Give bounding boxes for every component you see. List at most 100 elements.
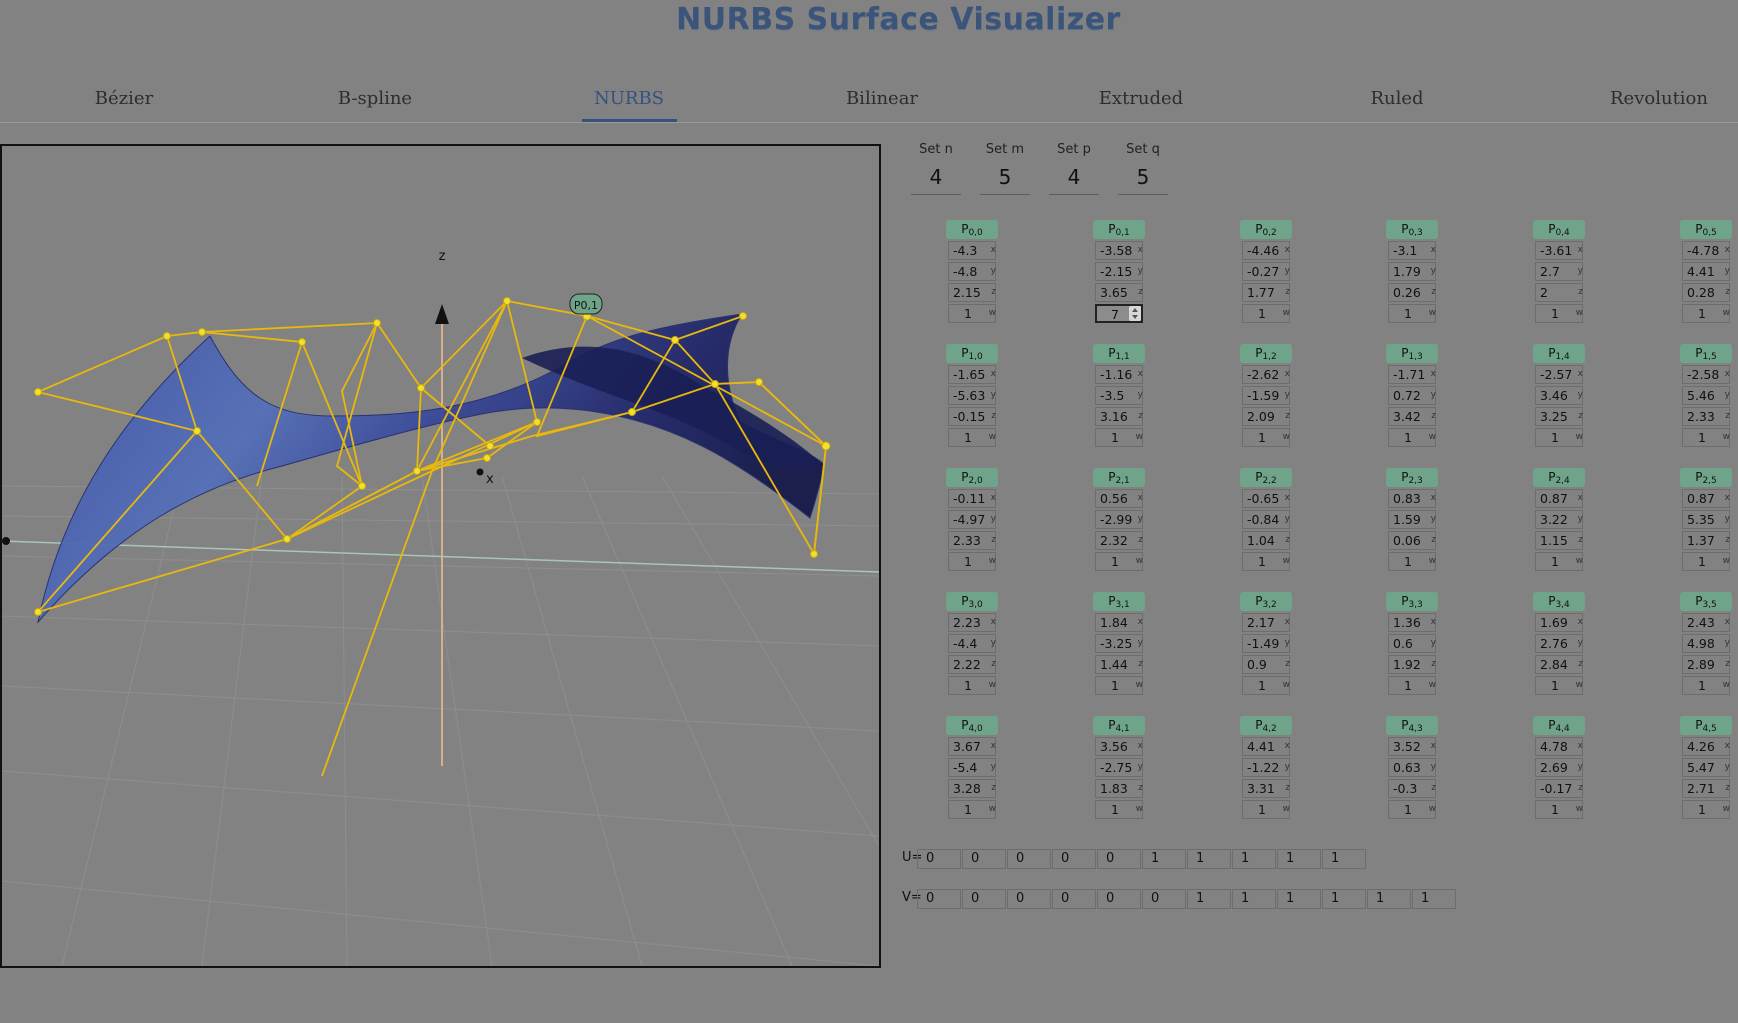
coord-z-input[interactable]: 2 [1535,283,1583,302]
v-knot-input[interactable]: 0 [1052,889,1096,909]
coord-y-input[interactable]: 4.41 [1682,262,1730,281]
coord-x-input[interactable]: 4.41 [1242,737,1290,756]
u-knot-input[interactable]: 0 [962,849,1006,869]
coord-w-input[interactable]: 1 [1682,800,1730,819]
coord-y-input[interactable]: 1.79 [1388,262,1436,281]
set-n-input[interactable]: 4 [911,165,961,195]
coord-z-input[interactable]: 0.9 [1242,655,1290,674]
coord-y-input[interactable]: -5.4 [948,758,996,777]
set-m-input[interactable]: 5 [980,165,1030,195]
coord-z-input[interactable]: 3.25 [1535,407,1583,426]
coord-y-input[interactable]: -5.63 [948,386,996,405]
coord-z-input[interactable]: 2.89 [1682,655,1730,674]
coord-z-input[interactable]: 2.15 [948,283,996,302]
coord-x-input[interactable]: 2.43 [1682,613,1730,632]
coord-z-input[interactable]: 2.09 [1242,407,1290,426]
coord-y-input[interactable]: -0.27 [1242,262,1290,281]
coord-z-input[interactable]: 3.31 [1242,779,1290,798]
coord-y-input[interactable]: 3.46 [1535,386,1583,405]
v-knot-input[interactable]: 0 [917,889,961,909]
coord-w-input[interactable]: 1 [1682,428,1730,447]
coord-w-input[interactable]: 1 [1095,428,1143,447]
coord-x-input[interactable]: -4.78 [1682,241,1730,260]
coord-y-input[interactable]: -2.15 [1095,262,1143,281]
coord-w-input[interactable]: 1 [1535,676,1583,695]
coord-w-input[interactable]: 1 [1242,676,1290,695]
coord-z-input[interactable]: 1.83 [1095,779,1143,798]
coord-y-input[interactable]: -0.84 [1242,510,1290,529]
coord-x-input[interactable]: -2.62 [1242,365,1290,384]
v-knot-input[interactable]: 1 [1322,889,1366,909]
u-knot-input[interactable]: 1 [1322,849,1366,869]
coord-z-input[interactable]: 2.32 [1095,531,1143,550]
coord-x-input[interactable]: -3.58 [1095,241,1143,260]
coord-x-input[interactable]: 0.56 [1095,489,1143,508]
coord-w-input[interactable]: 1 [1095,676,1143,695]
coord-z-input[interactable]: 3.16 [1095,407,1143,426]
control-points[interactable] [34,297,831,616]
u-knot-input[interactable]: 1 [1187,849,1231,869]
coord-w-input[interactable]: 1 [1682,552,1730,571]
coord-x-input[interactable]: 4.26 [1682,737,1730,756]
coord-w-input[interactable]: 1 [1535,800,1583,819]
coord-y-input[interactable]: 0.63 [1388,758,1436,777]
coord-w-input[interactable]: 1 [1242,428,1290,447]
v-knot-input[interactable]: 0 [962,889,1006,909]
coord-y-input[interactable]: -2.99 [1095,510,1143,529]
coord-z-input[interactable]: 2.71 [1682,779,1730,798]
coord-z-input[interactable]: 2.84 [1535,655,1583,674]
coord-w-input[interactable]: 1 [1535,552,1583,571]
coord-z-input[interactable]: 3.28 [948,779,996,798]
coord-x-input[interactable]: 1.69 [1535,613,1583,632]
tab-extruded[interactable]: Extruded [1098,88,1184,109]
coord-y-input[interactable]: 0.72 [1388,386,1436,405]
u-knot-input[interactable]: 0 [917,849,961,869]
coord-w-input[interactable]: 1 [1682,304,1730,323]
coord-w-input[interactable]: 1 [948,552,996,571]
coord-w-input[interactable]: 1 [948,800,996,819]
coord-x-input[interactable]: -2.57 [1535,365,1583,384]
coord-z-input[interactable]: 1.92 [1388,655,1436,674]
v-knot-input[interactable]: 1 [1412,889,1456,909]
tab-bspline[interactable]: B-spline [337,88,413,109]
coord-x-input[interactable]: 1.36 [1388,613,1436,632]
coord-y-input[interactable]: 5.35 [1682,510,1730,529]
coord-y-input[interactable]: -1.22 [1242,758,1290,777]
coord-z-input[interactable]: 1.44 [1095,655,1143,674]
coord-z-input[interactable]: 3.42 [1388,407,1436,426]
coord-y-input[interactable]: 1.59 [1388,510,1436,529]
set-p-input[interactable]: 4 [1049,165,1099,195]
coord-x-input[interactable]: 0.83 [1388,489,1436,508]
coord-w-input[interactable]: 1 [1388,676,1436,695]
coord-y-input[interactable]: -2.75 [1095,758,1143,777]
3d-viewport[interactable]: z x P0,1 [0,144,881,968]
coord-y-input[interactable]: 2.7 [1535,262,1583,281]
coord-x-input[interactable]: -4.3 [948,241,996,260]
coord-x-input[interactable]: 0.87 [1682,489,1730,508]
u-knot-input[interactable]: 1 [1277,849,1321,869]
coord-y-input[interactable]: -4.97 [948,510,996,529]
coord-z-input[interactable]: 0.28 [1682,283,1730,302]
coord-x-input[interactable]: 2.17 [1242,613,1290,632]
v-knot-input[interactable]: 0 [1097,889,1141,909]
coord-x-input[interactable]: -0.11 [948,489,996,508]
v-knot-input[interactable]: 1 [1232,889,1276,909]
coord-w-input[interactable]: 1 [948,304,996,323]
coord-z-input[interactable]: 2.33 [1682,407,1730,426]
tab-bilinear[interactable]: Bilinear [845,88,919,109]
coord-y-input[interactable]: -4.4 [948,634,996,653]
coord-y-input[interactable]: 3.22 [1535,510,1583,529]
coord-w-input[interactable]: 1 [1242,552,1290,571]
u-knot-input[interactable]: 0 [1097,849,1141,869]
coord-y-input[interactable]: -1.49 [1242,634,1290,653]
coord-w-input[interactable]: 1 [1242,304,1290,323]
coord-x-input[interactable]: -1.16 [1095,365,1143,384]
coord-x-input[interactable]: -1.65 [948,365,996,384]
u-knot-input[interactable]: 0 [1052,849,1096,869]
coord-x-input[interactable]: 0.87 [1535,489,1583,508]
coord-z-input[interactable]: 2.33 [948,531,996,550]
coord-w-input[interactable]: 1 [948,428,996,447]
u-knot-input[interactable]: 1 [1142,849,1186,869]
coord-w-input[interactable]: 1 [1388,800,1436,819]
coord-y-input[interactable]: 4.98 [1682,634,1730,653]
